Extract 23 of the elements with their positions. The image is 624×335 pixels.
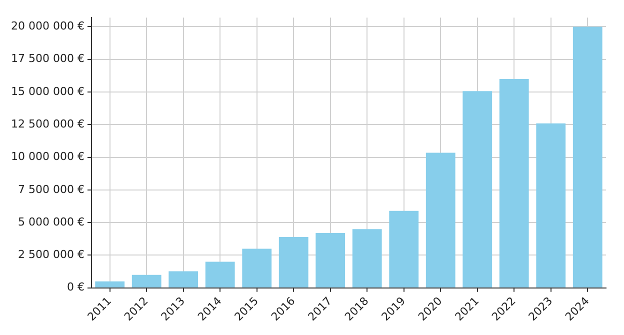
bar xyxy=(389,210,419,288)
y-tick-label: 20 000 000 € xyxy=(10,20,84,33)
bar xyxy=(572,26,602,288)
bar xyxy=(352,229,382,288)
bar xyxy=(278,236,308,288)
y-tick-label: 0 € xyxy=(66,280,84,294)
bar xyxy=(205,262,235,288)
y-tick-label: 12 500 000 € xyxy=(10,118,84,131)
bar xyxy=(499,78,529,288)
bar xyxy=(95,281,125,288)
bar xyxy=(168,271,198,288)
bar xyxy=(316,233,346,288)
bar xyxy=(462,91,492,288)
y-tick-label: 15 000 000 € xyxy=(10,84,84,98)
y-tick-label: 7 500 000 € xyxy=(18,182,84,196)
bar xyxy=(536,123,566,288)
y-tick-label: 10 000 000 € xyxy=(10,150,84,164)
bar xyxy=(242,248,272,288)
y-tick-label: 2 500 000 € xyxy=(18,248,84,262)
y-tick-label: 5 000 000 € xyxy=(18,215,84,228)
bar xyxy=(426,152,456,288)
y-tick-label: 17 500 000 € xyxy=(10,52,84,66)
bar xyxy=(132,274,162,288)
